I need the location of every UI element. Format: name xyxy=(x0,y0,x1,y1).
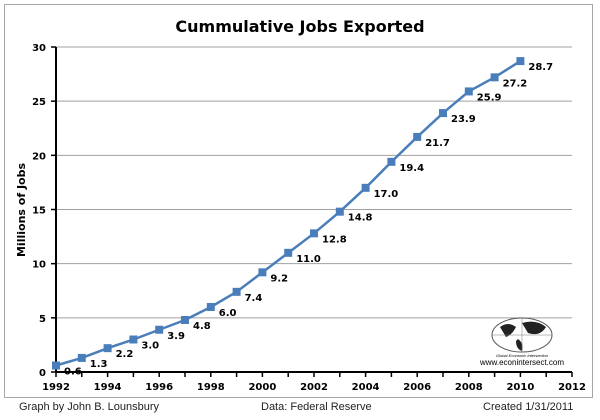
data-label: 25.9 xyxy=(477,92,502,103)
data-point xyxy=(181,316,189,324)
data-point xyxy=(206,303,215,311)
data-label: 19.4 xyxy=(399,163,424,174)
data-label: 4.8 xyxy=(193,321,211,332)
data-label: 21.7 xyxy=(425,138,450,149)
x-tick-label: 2008 xyxy=(455,382,483,393)
x-tick-label: 1998 xyxy=(197,382,225,393)
x-tick-label: 2006 xyxy=(403,382,431,393)
data-point xyxy=(232,287,241,296)
x-tick-label: 2002 xyxy=(300,382,328,393)
y-axis-label: Millions of Jobs xyxy=(15,163,28,257)
footer-source: Data: Federal Reserve xyxy=(261,401,372,413)
data-label: 23.9 xyxy=(451,114,476,125)
y-tick-label: 5 xyxy=(39,314,46,325)
data-label: 12.8 xyxy=(322,234,347,245)
footer-credit: Graph by John B. Lounsbury xyxy=(19,401,160,413)
data-point xyxy=(155,325,164,334)
y-tick-label: 20 xyxy=(32,151,46,162)
data-point xyxy=(335,207,344,216)
data-point xyxy=(129,335,138,344)
data-point xyxy=(387,157,396,166)
data-label: 27.2 xyxy=(503,78,528,89)
x-tick-label: 1994 xyxy=(94,382,122,393)
data-label: 3.9 xyxy=(167,331,185,342)
data-point xyxy=(516,57,525,66)
logo: Global Economic Intersection www.econint… xyxy=(479,317,564,367)
y-tick-label: 15 xyxy=(32,206,46,217)
data-point xyxy=(103,344,112,353)
data-label: 11.0 xyxy=(296,254,321,265)
data-label: 3.0 xyxy=(141,341,159,352)
data-label: 1.3 xyxy=(90,359,108,370)
data-point xyxy=(310,229,318,238)
data-label: 0.6 xyxy=(64,367,82,378)
data-point xyxy=(284,248,293,257)
series-line xyxy=(55,60,522,367)
data-label: 6.0 xyxy=(219,308,237,319)
y-tick-label: 30 xyxy=(32,43,46,54)
y-tick-label: 10 xyxy=(32,260,46,271)
data-label: 7.4 xyxy=(245,293,263,304)
data-point xyxy=(413,132,422,141)
logo-url: www.econintersect.com xyxy=(479,358,564,367)
data-label: 28.7 xyxy=(528,62,553,73)
data-label: 14.8 xyxy=(348,213,373,224)
chart-frame xyxy=(4,4,593,398)
data-point xyxy=(77,353,86,362)
footer-created: Created 1/31/2011 xyxy=(483,401,574,413)
data-label: 2.2 xyxy=(116,349,134,360)
x-tick-label: 1996 xyxy=(145,382,173,393)
x-tick-label: 2004 xyxy=(352,382,380,393)
x-tick-label: 2000 xyxy=(248,382,276,393)
x-tick-label: 2010 xyxy=(506,382,534,393)
x-tick-label: 2012 xyxy=(558,382,586,393)
data-point xyxy=(490,73,499,82)
data-label: 9.2 xyxy=(270,273,288,284)
y-tick-label: 25 xyxy=(32,97,46,108)
data-point xyxy=(258,268,267,277)
data-label: 17.0 xyxy=(374,189,399,200)
data-point xyxy=(439,109,447,118)
data-point xyxy=(52,361,60,370)
data-point xyxy=(464,87,473,96)
y-tick-label: 0 xyxy=(39,368,46,379)
chart-title: Cummulative Jobs Exported xyxy=(175,17,424,36)
logo-name: Global Economic Intersection xyxy=(496,353,549,358)
data-point xyxy=(361,183,370,192)
x-tick-label: 1992 xyxy=(42,382,70,393)
